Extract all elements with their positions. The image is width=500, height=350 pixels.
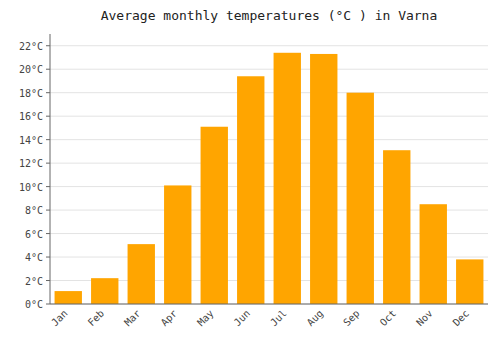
bar	[237, 76, 264, 304]
grid-line	[50, 304, 488, 305]
grid-line	[50, 116, 488, 117]
grid-line	[50, 45, 488, 46]
y-tick	[46, 45, 50, 46]
grid-line	[50, 139, 488, 140]
grid-line	[50, 163, 488, 164]
y-tick-label: 4°C	[25, 252, 43, 263]
y-axis-line	[50, 34, 51, 304]
title: Average monthly temperatures (°C ) in Va…	[101, 8, 438, 23]
y-tick-label: 16°C	[19, 111, 43, 122]
y-tick	[46, 233, 50, 234]
y-tick-label: 2°C	[25, 276, 43, 287]
y-tick	[46, 210, 50, 211]
bar	[164, 185, 191, 304]
y-tick	[46, 69, 50, 70]
x-tick-label: Apr	[159, 308, 180, 329]
grid-line	[50, 186, 488, 187]
x-tick-label: Feb	[86, 308, 107, 329]
x-tick-label: Jun	[232, 308, 253, 329]
x-tick-label: Jul	[268, 308, 289, 329]
y-tick	[46, 139, 50, 140]
x-axis-line	[50, 304, 488, 305]
y-tick-label: 12°C	[19, 158, 43, 169]
bar	[274, 53, 301, 304]
y-tick	[46, 304, 50, 305]
grid	[50, 46, 488, 304]
y-tick-label: 8°C	[25, 205, 43, 216]
bar	[201, 127, 228, 304]
y-tick-label: 10°C	[19, 182, 43, 193]
x-tick-label: Mar	[122, 308, 143, 329]
x-tick-label: Sep	[341, 308, 362, 329]
y-tick-label: 18°C	[19, 88, 43, 99]
y-tick	[46, 116, 50, 117]
x-axis: Jan Feb Mar Apr May Jun Jul Aug Sep Oct Nov Dec	[49, 308, 471, 329]
bar	[55, 291, 82, 304]
y-tick-label: 0°C	[25, 299, 43, 310]
y-tick-label: 22°C	[19, 41, 43, 52]
y-tick	[46, 186, 50, 187]
bar	[91, 278, 118, 304]
bar	[347, 93, 374, 304]
x-tick-label: Dec	[451, 308, 472, 329]
grid-line	[50, 92, 488, 93]
x-tick-label: Nov	[414, 308, 435, 329]
y-tick	[46, 92, 50, 93]
bar	[456, 259, 483, 304]
x-tick-label: May	[195, 308, 216, 329]
chart: Average monthly temperatures (°C ) in Va…	[0, 0, 500, 350]
y-tick	[46, 163, 50, 164]
bars	[55, 53, 484, 304]
bar	[128, 244, 155, 304]
y-tick	[46, 280, 50, 281]
y-tick	[46, 257, 50, 258]
grid-line	[50, 69, 488, 70]
x-tick-label: Oct	[378, 308, 399, 329]
bar	[383, 150, 410, 304]
bar	[420, 204, 447, 304]
y-tick-label: 20°C	[19, 64, 43, 75]
x-tick-label: Jan	[49, 308, 70, 329]
x-tick-label: Aug	[305, 308, 326, 329]
y-axis: 0°C 2°C 4°C 6°C 8°C 10°C 12°C 14°C 16°C 18°C 20°C 2…	[19, 41, 50, 310]
bar	[310, 54, 337, 304]
y-tick-label: 6°C	[25, 229, 43, 240]
y-tick-label: 14°C	[19, 135, 43, 146]
